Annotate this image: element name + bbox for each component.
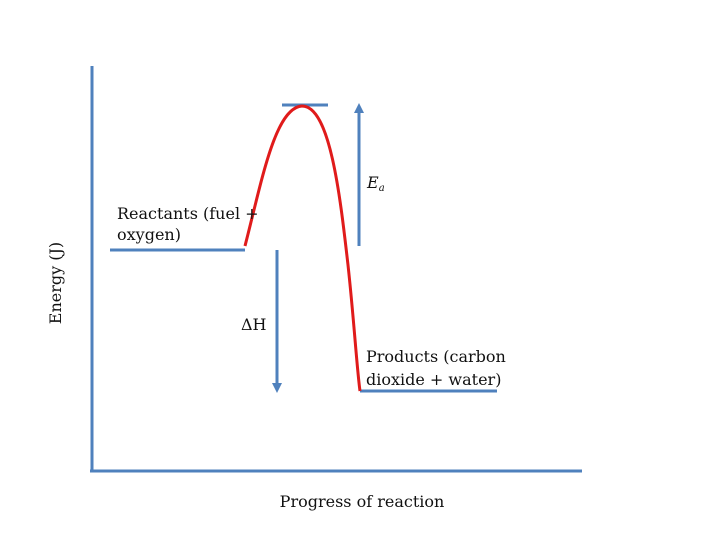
reaction-curve xyxy=(243,104,362,392)
x-axis-label: Progress of reaction xyxy=(280,492,445,511)
reactants-label-line-1: Reactants (fuel + xyxy=(117,204,259,223)
products-label-line-2: dioxide + water) xyxy=(366,370,501,389)
activation-energy-subscript: a xyxy=(379,183,385,194)
products-label-line-1: Products (carbon xyxy=(366,347,506,366)
activation-energy-symbol: E xyxy=(366,173,379,192)
activation-energy-label: Ea xyxy=(366,173,385,194)
reactants-label-line-2: oxygen) xyxy=(117,225,181,244)
y-axis-label: Energy (J) xyxy=(46,242,65,324)
enthalpy-change-label: ΔH xyxy=(241,315,267,334)
